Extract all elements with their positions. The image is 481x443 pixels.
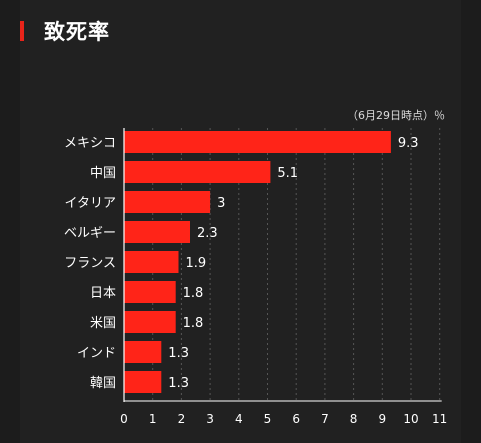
chart-card xyxy=(20,0,461,443)
bar xyxy=(124,371,162,393)
bar xyxy=(124,281,176,303)
bar xyxy=(124,191,211,213)
category-label: 米国 xyxy=(90,316,116,331)
x-tick-label: 0 xyxy=(120,412,128,426)
x-tick-label: 8 xyxy=(350,412,358,426)
value-label: 1.8 xyxy=(183,316,204,331)
category-label: メキシコ xyxy=(64,136,116,151)
x-tick-label: 6 xyxy=(292,412,300,426)
x-tick-label: 2 xyxy=(178,412,186,426)
value-label: 1.3 xyxy=(168,376,189,391)
category-label: 中国 xyxy=(90,166,116,181)
category-label: 韓国 xyxy=(90,376,116,391)
value-label: 1.3 xyxy=(168,346,189,361)
category-label: ベルギー xyxy=(64,226,116,241)
category-label: インド xyxy=(77,346,116,361)
category-label: フランス xyxy=(64,256,116,271)
x-tick-label: 5 xyxy=(264,412,272,426)
bar xyxy=(124,221,190,243)
x-tick-label: 3 xyxy=(206,412,214,426)
value-label: 5.1 xyxy=(277,166,298,181)
x-tick-label: 7 xyxy=(321,412,329,426)
bar xyxy=(124,341,162,363)
x-tick-label: 10 xyxy=(403,412,418,426)
chart-title: 致死率 xyxy=(44,20,110,44)
value-label: 2.3 xyxy=(197,226,218,241)
bar xyxy=(124,311,176,333)
bar xyxy=(124,131,391,153)
value-label: 1.9 xyxy=(186,256,207,271)
bar xyxy=(124,251,179,273)
x-tick-label: 9 xyxy=(378,412,386,426)
title-accent-bar xyxy=(20,21,24,41)
category-label: イタリア xyxy=(65,196,116,211)
chart-note: （6月29日時点）％ xyxy=(347,109,445,122)
value-label: 9.3 xyxy=(398,136,419,151)
bar xyxy=(124,161,271,183)
value-label: 3 xyxy=(217,196,225,211)
x-tick-label: 4 xyxy=(235,412,243,426)
x-tick-label: 1 xyxy=(149,412,157,426)
category-label: 日本 xyxy=(90,286,116,301)
value-label: 1.8 xyxy=(183,286,204,301)
x-tick-label: 11 xyxy=(432,412,447,426)
